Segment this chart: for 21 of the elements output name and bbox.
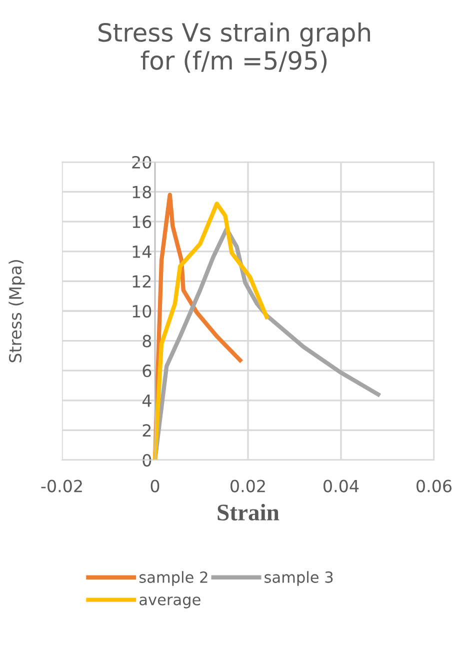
line-series — [152, 202, 269, 460]
y-tick-label: 6 — [142, 364, 152, 378]
x-tick-label: 0.04 — [324, 480, 359, 492]
y-tick-label: 8 — [142, 334, 152, 348]
x-tick-label: -0.02 — [41, 480, 82, 492]
x-axis-title: Strain — [218, 504, 280, 521]
x-tick-label: 0.02 — [230, 480, 265, 492]
legend-label: sample 2 — [139, 571, 208, 586]
legend-label: average — [140, 596, 200, 608]
chart-title: Stress Vs strain graph for (f/m =5/95) — [98, 22, 370, 73]
y-tick-label: 10 — [132, 304, 152, 318]
y-tick-label: 2 — [142, 424, 151, 437]
x-tick-label: 0 — [150, 480, 160, 492]
y-tick-label: 18 — [132, 186, 152, 198]
x-tick-label: 0.06 — [416, 480, 452, 492]
legend-label: sample 3 — [264, 571, 333, 586]
y-tick-label: 16 — [132, 216, 152, 228]
y-tick-label: 12 — [132, 275, 151, 288]
y-tick-label: 14 — [132, 246, 152, 258]
y-axis-title: Stress (Mpa) — [8, 260, 25, 362]
y-tick-label: 4 — [142, 394, 152, 407]
